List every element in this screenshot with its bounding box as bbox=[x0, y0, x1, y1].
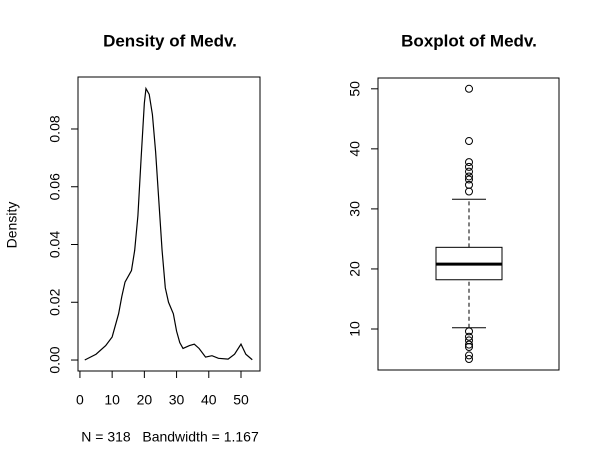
x-tick-label: 0 bbox=[76, 392, 84, 408]
y-tick-label: 0.04 bbox=[47, 231, 63, 258]
outlier bbox=[465, 351, 473, 360]
x-tick-label: 20 bbox=[137, 392, 153, 408]
y-tick-label: 0.06 bbox=[47, 173, 63, 200]
outlier bbox=[465, 172, 473, 181]
x-tick-label: 30 bbox=[169, 392, 185, 408]
density-line bbox=[84, 86, 253, 361]
outlier bbox=[465, 327, 473, 336]
y-tick-label: 0.00 bbox=[47, 346, 63, 373]
y-tick-label: 0.02 bbox=[47, 288, 63, 315]
y-tick-label: 20 bbox=[347, 261, 363, 277]
x-axis-label: N = 318 Bandwidth = 1.167 bbox=[81, 429, 259, 445]
y-tick-label: 50 bbox=[347, 81, 363, 97]
plot-frame bbox=[77, 76, 261, 372]
outlier bbox=[465, 355, 473, 364]
y-tick-label: 40 bbox=[347, 141, 363, 157]
outlier bbox=[465, 343, 473, 352]
x-tick-label: 50 bbox=[233, 392, 249, 408]
outlier bbox=[465, 162, 473, 171]
outlier bbox=[465, 167, 473, 176]
outlier bbox=[465, 84, 473, 93]
x-tick-label: 40 bbox=[201, 392, 217, 408]
outlier bbox=[465, 187, 473, 196]
chart-title: Density of Medv. bbox=[103, 31, 237, 50]
y-tick-label: 10 bbox=[347, 321, 363, 337]
outlier bbox=[465, 332, 473, 341]
outlier bbox=[465, 137, 473, 146]
x-tick-label: 10 bbox=[104, 392, 120, 408]
y-tick-label: 0.08 bbox=[47, 115, 63, 142]
outlier bbox=[465, 340, 473, 349]
outlier bbox=[465, 175, 473, 184]
outlier bbox=[465, 180, 473, 189]
y-tick-label: 30 bbox=[347, 201, 363, 217]
y-axis-label: Density bbox=[4, 202, 20, 249]
chart-title: Boxplot of Medv. bbox=[401, 31, 537, 50]
outlier bbox=[465, 158, 473, 167]
